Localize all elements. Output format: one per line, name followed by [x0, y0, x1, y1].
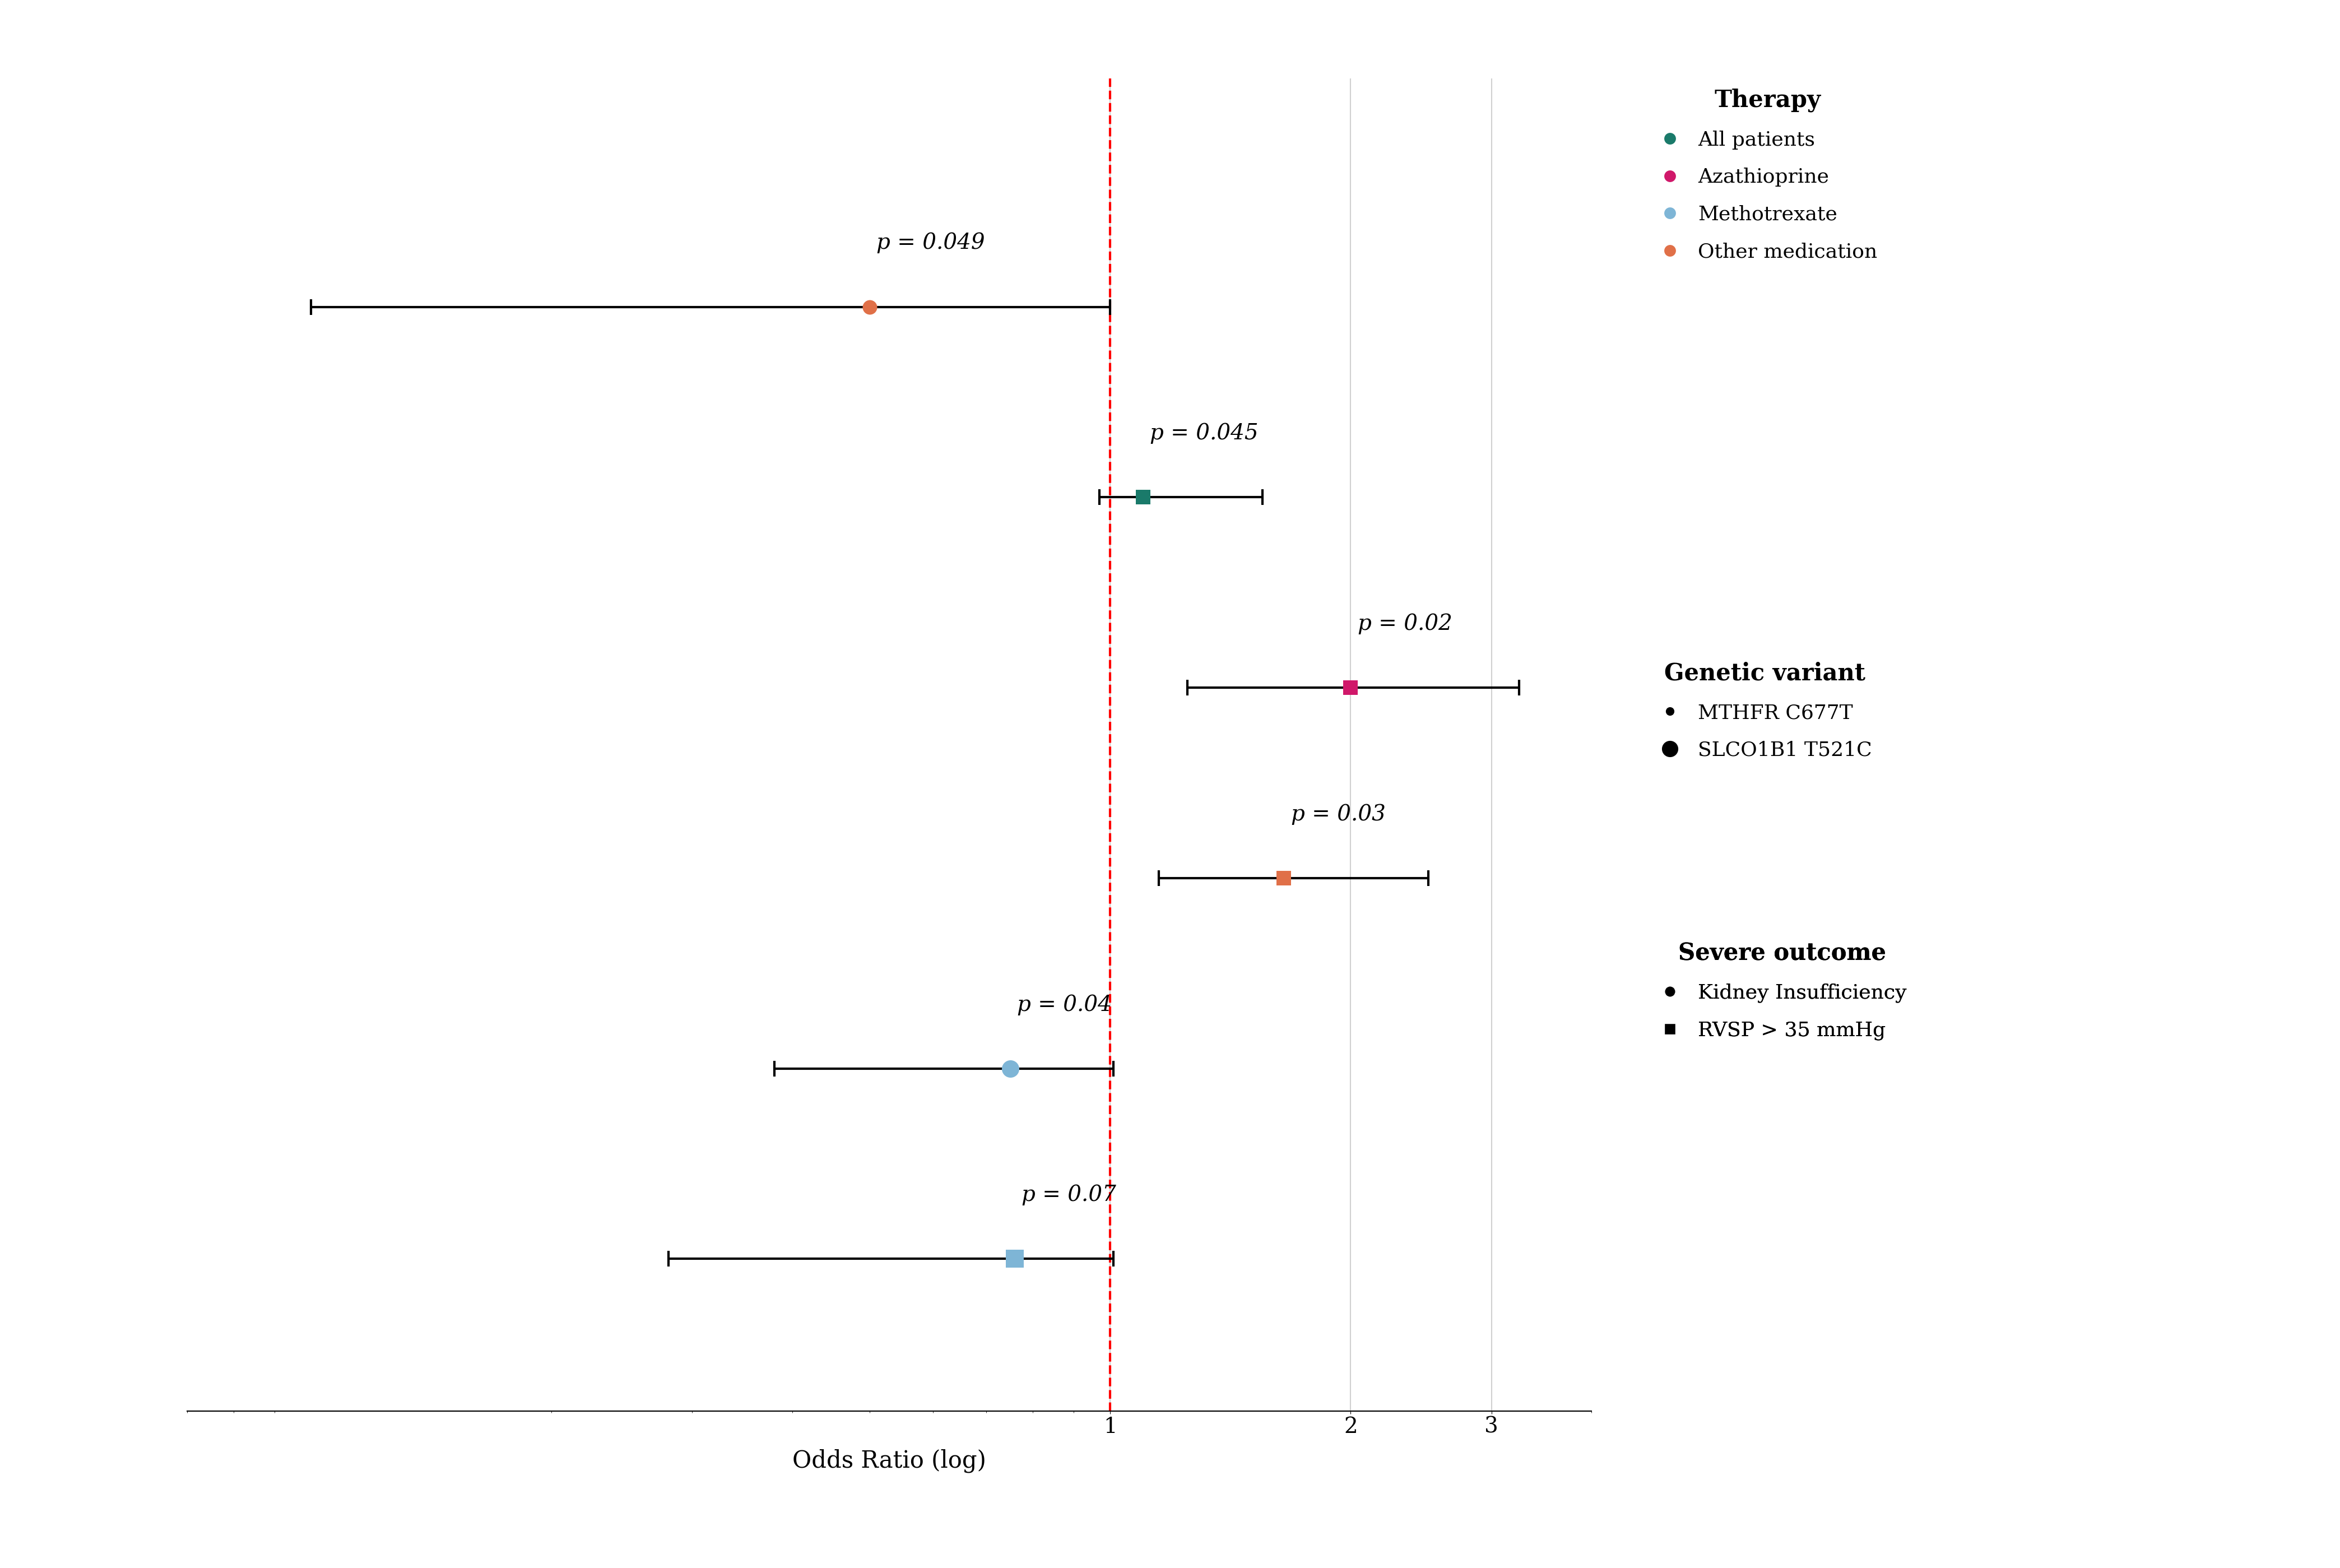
- Text: p = 0.02: p = 0.02: [1357, 613, 1453, 635]
- Text: p = 0.04: p = 0.04: [1018, 994, 1111, 1014]
- Text: p = 0.045: p = 0.045: [1149, 423, 1259, 444]
- Point: [997, 1247, 1034, 1272]
- Point: [1331, 676, 1369, 701]
- Text: p = 0.049: p = 0.049: [877, 232, 985, 254]
- Text: p = 0.07: p = 0.07: [1023, 1184, 1116, 1206]
- Point: [1266, 866, 1303, 891]
- Point: [852, 295, 889, 320]
- Point: [992, 1055, 1030, 1080]
- X-axis label: Odds Ratio (log): Odds Ratio (log): [793, 1449, 985, 1472]
- Text: p = 0.03: p = 0.03: [1292, 804, 1385, 825]
- Point: [1126, 485, 1163, 510]
- Legend: Kidney Insufficiency, RVSP > 35 mmHg: Kidney Insufficiency, RVSP > 35 mmHg: [1657, 941, 1907, 1040]
